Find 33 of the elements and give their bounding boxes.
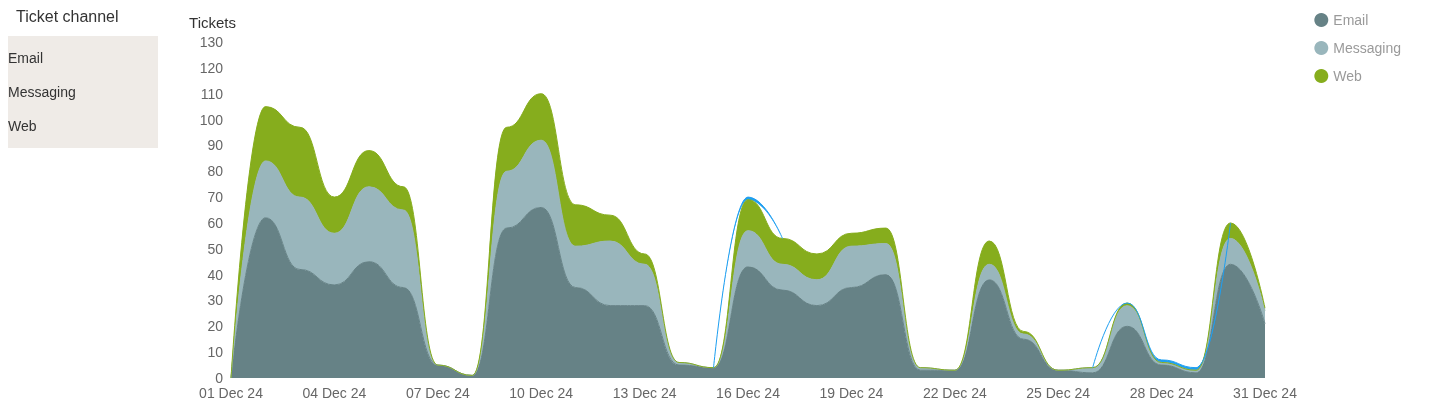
x-tick-label: 25 Dec 24 — [1026, 385, 1091, 401]
x-tick-label: 22 Dec 24 — [922, 385, 987, 401]
x-tick-label: 10 Dec 24 — [509, 385, 574, 401]
x-tick-label: 04 Dec 24 — [302, 385, 367, 401]
y-tick-label: 10 — [207, 344, 224, 361]
y-tick-label: 0 — [215, 370, 224, 386]
x-tick-label: 01 Dec 24 — [199, 385, 264, 401]
x-tick-label: 16 Dec 24 — [716, 385, 781, 401]
y-tick-label: 40 — [207, 266, 224, 283]
legend-label: Email — [1333, 12, 1369, 28]
x-tick-label: 28 Dec 24 — [1129, 385, 1194, 401]
y-tick-label: 90 — [207, 137, 224, 154]
y-tick-label: 70 — [207, 189, 224, 206]
y-tick-label: 50 — [207, 240, 224, 257]
y-tick-label: 60 — [207, 214, 224, 231]
y-tick-label: 30 — [207, 292, 224, 309]
x-tick-label: 19 Dec 24 — [819, 385, 884, 401]
text: Web — [8, 117, 38, 136]
y-tick-label: 80 — [207, 163, 224, 180]
y-tick-label: 110 — [200, 85, 224, 102]
x-tick-label: 13 Dec 24 — [612, 385, 677, 401]
x-tick-label: 07 Dec 24 — [405, 385, 470, 401]
legend-label: Messaging — [1333, 40, 1401, 56]
y-tick-label: 130 — [199, 34, 224, 50]
text: Messaging — [8, 83, 77, 102]
y-tick-label: 100 — [199, 111, 224, 128]
text: Email — [8, 49, 44, 68]
y-tick-label: 20 — [207, 318, 224, 335]
x-tick-label: 31 Dec 24 — [1233, 385, 1298, 401]
legend-label: Web — [1333, 68, 1363, 84]
y-axis-title: Tickets — [189, 14, 236, 31]
text: Ticket channel — [15, 8, 120, 27]
y-tick-label: 120 — [199, 59, 224, 76]
